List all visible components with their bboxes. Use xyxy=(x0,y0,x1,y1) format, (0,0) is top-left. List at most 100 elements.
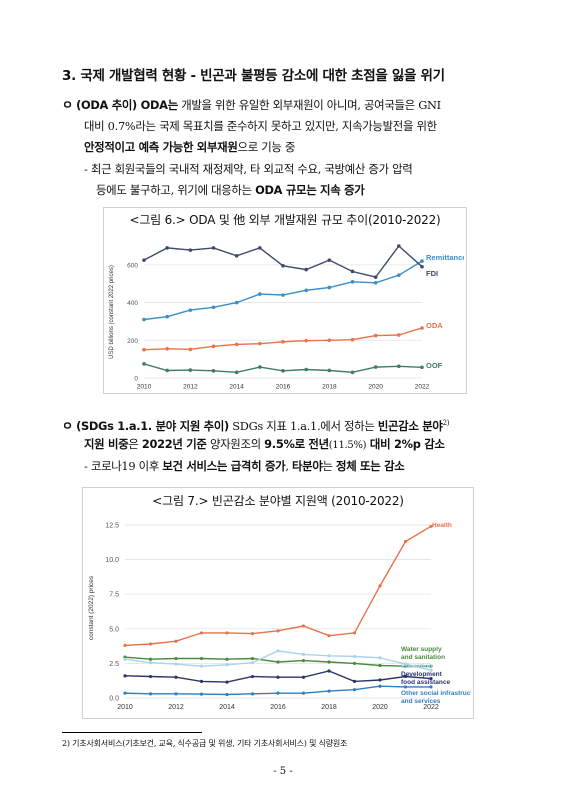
chart2-point-water-supply-and-sanitation-2015 xyxy=(250,656,255,661)
sub2-b3: 정체 또는 감소 xyxy=(336,459,405,473)
chart1-point-remittances-2022 xyxy=(420,259,424,263)
sdg-l2-t2: 양자원조의 xyxy=(206,437,265,451)
chart2-point-water-supply-and-sanitation-2020 xyxy=(378,663,382,668)
chart2-point-education-2012 xyxy=(174,662,178,666)
oda-line3-rest: 으로 기능 중 xyxy=(237,140,296,154)
chart2-series-health xyxy=(124,525,432,647)
chart1-point-fdi-2015 xyxy=(258,246,262,250)
chart1-xtick-4: 2018 xyxy=(322,384,337,391)
chart2-point-health-2022 xyxy=(429,524,433,528)
chart1-point-fdi-2012 xyxy=(188,248,193,252)
chart2-point-education-2013 xyxy=(199,664,204,668)
sdg-l2-b1: 지원 비중 xyxy=(84,437,129,451)
chart2-point-education-2010 xyxy=(123,657,127,661)
sdg-lead: (SDGs 1.a.1. 분야 지원 추이) xyxy=(76,418,229,433)
chart2-point-water-supply-and-sanitation-2011 xyxy=(148,657,153,661)
para-oda-line1: ㅇ (ODA 추이) ODA는 개발을 위한 유일한 외부재원이 아니며, 공여… xyxy=(62,95,441,116)
chart2-xtick-3: 2016 xyxy=(270,704,286,711)
figure7-title: <그림 7.> 빈곤감소 분야별 지원액 (2010-2022) xyxy=(152,494,404,508)
chart2-point-other-social-infrastructure-and-services-2016 xyxy=(276,691,280,695)
chart1-xtick-3: 2016 xyxy=(276,384,291,391)
chart2-legend-development-food-assistance-1: food assistance xyxy=(401,679,451,686)
chart1-point-remittances-2021 xyxy=(397,273,401,278)
para-sdg-line2: 지원 비중은 2022년 기준 양자원조의 9.5%로 전년(11.5%) 대비… xyxy=(84,434,445,456)
sub1-line1-text: 최근 회원국들의 국내적 재정제약, 타 외교적 수요, 국방예산 증가 압력 xyxy=(90,162,413,176)
chart1-series-fdi xyxy=(143,244,423,278)
chart2-ylabel: constant (2022) prices xyxy=(88,575,95,640)
chart2-point-health-2016 xyxy=(276,629,280,633)
chart1-point-fdi-2016 xyxy=(281,264,285,268)
sdg-line1-mid: SDGs 지표 1.a.1.에서 정하는 xyxy=(228,418,378,433)
chart2-legend-development-food-assistance: Development xyxy=(401,671,443,678)
chart1-point-oof-2022 xyxy=(420,365,424,370)
chart2-point-health-2011 xyxy=(148,642,153,646)
chart2-point-health-2010 xyxy=(123,643,127,647)
sub2-b2: 타분야 xyxy=(291,459,323,473)
chart1-point-remittances-2018 xyxy=(327,285,332,290)
chart1-point-oof-2011 xyxy=(165,368,169,373)
chart2-point-other-social-infrastructure-and-services-2022 xyxy=(429,685,433,689)
sub1-line2-bold: ODA 규모는 지속 증가 xyxy=(255,183,365,197)
chart1-point-fdi-2019 xyxy=(350,269,355,274)
chart1-point-remittances-2011 xyxy=(165,314,169,319)
chart2-point-water-supply-and-sanitation-2013 xyxy=(199,656,204,661)
chart1-point-fdi-2022 xyxy=(420,264,424,269)
chart2-point-health-2020 xyxy=(378,584,382,588)
chart2-point-other-social-infrastructure-and-services-2010 xyxy=(123,691,127,695)
chart1-point-oda-2013 xyxy=(211,344,216,349)
chart2-point-other-social-infrastructure-and-services-2019 xyxy=(352,688,357,692)
para-oda-line2: 대비 0.7%라는 국제 목표치를 준수하지 못하고 있지만, 지속가능발전을 … xyxy=(84,119,437,133)
chart1-point-oda-2020 xyxy=(373,333,378,338)
chart1-point-oof-2020 xyxy=(373,365,378,369)
chart1-point-oda-2011 xyxy=(165,346,169,351)
chart2-xtick-0: 2010 xyxy=(117,704,133,711)
chart2-point-development-food-assistance-2019 xyxy=(352,679,357,683)
chart2-legend-health: Health xyxy=(432,522,452,529)
chart2-point-education-2015 xyxy=(250,661,255,665)
figure6-frame: <그림 6.> ODA 및 他 외부 개발재원 규모 추이(2010-2022)… xyxy=(103,207,467,394)
footnote-rule xyxy=(62,732,202,733)
chart2-xtick-1: 2012 xyxy=(168,704,184,711)
chart1-point-oof-2015 xyxy=(258,365,262,369)
chart2-legend-water-supply-and-sanitation-1: and sanitation xyxy=(401,654,445,661)
chart1-point-remittances-2016 xyxy=(281,293,285,297)
chart2-xtick-4: 2018 xyxy=(321,704,337,711)
chart2-point-development-food-assistance-2018 xyxy=(327,669,331,673)
chart2-legend-water-supply-and-sanitation: Water supply xyxy=(401,646,442,653)
chart2-xtick-5: 2020 xyxy=(372,704,388,711)
oda-lead: (ODA 추이) ODA는 xyxy=(76,98,178,112)
chart2-point-education-2011 xyxy=(148,661,153,665)
chart2-point-education-2017 xyxy=(301,652,306,656)
chart1-point-oof-2019 xyxy=(350,370,355,375)
chart2-ytick-3: 7.5 xyxy=(109,592,119,599)
chart2-point-development-food-assistance-2013 xyxy=(199,679,204,683)
chart1-point-oda-2018 xyxy=(327,338,332,343)
chart2-legend-education: Education xyxy=(401,663,432,670)
chart2-legend-other-social-infrastructure-and-services: Other social infrastructure xyxy=(401,690,471,697)
chart2-point-other-social-infrastructure-and-services-2011 xyxy=(148,692,153,696)
chart1-ytick-1: 200 xyxy=(127,338,138,345)
chart2-ytick-4: 10.0 xyxy=(105,557,119,564)
sdg-l2-t1: 은 xyxy=(128,437,142,451)
sdg-l2-b3: 9.5%로 전년 xyxy=(264,437,329,451)
chart1-point-oda-2012 xyxy=(188,347,193,352)
sub2-mid2: 는 xyxy=(322,459,337,473)
chart2-point-development-food-assistance-2020 xyxy=(378,678,382,682)
chart2-xtick-6: 2022 xyxy=(423,704,439,711)
chart2-ytick-2: 5.0 xyxy=(109,626,119,633)
chart2-point-other-social-infrastructure-and-services-2014 xyxy=(225,692,229,697)
chart1-point-fdi-2014 xyxy=(234,254,239,258)
chart1-xtick-1: 2012 xyxy=(183,384,198,391)
chart1-point-oda-2022 xyxy=(420,326,424,330)
chart1-point-oof-2017 xyxy=(304,367,308,372)
chart1-legend-fdi: FDI xyxy=(426,269,438,278)
chart1-point-remittances-2014 xyxy=(234,300,239,305)
chart2-point-development-food-assistance-2014 xyxy=(225,680,229,684)
chart1-legend-oof: OOF xyxy=(426,361,443,370)
chart2-point-health-2012 xyxy=(174,639,178,643)
oda-line3-bold: 안정적이고 예측 가능한 외부재원 xyxy=(84,140,238,154)
chart2-point-health-2017 xyxy=(301,624,306,628)
para-oda-line3: 안정적이고 예측 가능한 외부재원으로 기능 중 xyxy=(84,137,295,158)
chart1-point-oof-2018 xyxy=(327,368,332,373)
chart1-ytick-3: 600 xyxy=(127,262,138,269)
